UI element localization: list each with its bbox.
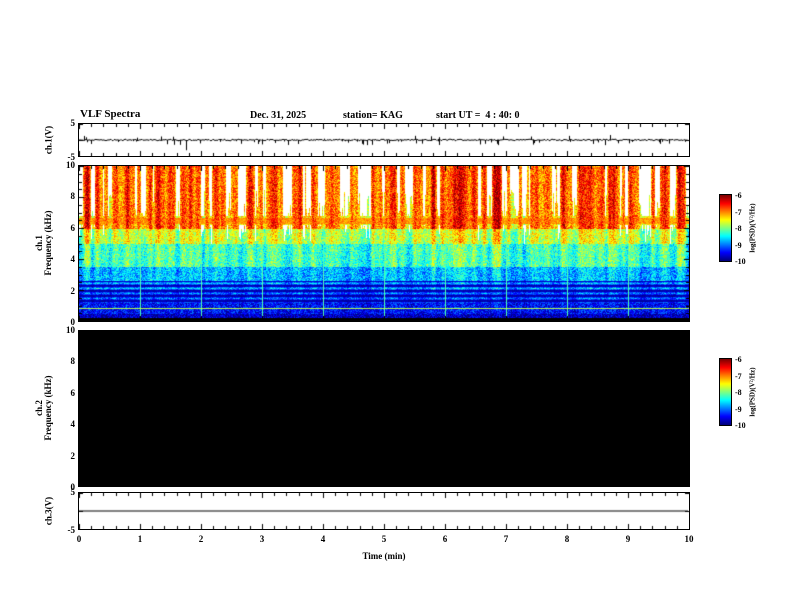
x-axis-label: Time (min): [362, 551, 406, 561]
tick-label: 2: [198, 534, 204, 544]
tick-label: 5: [381, 534, 387, 544]
tick-label: -10: [735, 257, 746, 266]
ch2-colorbar: [719, 358, 732, 426]
ch1-spectrogram-canvas: [79, 166, 689, 321]
ch3-waveform-panel: [78, 492, 690, 530]
ch2-spectrogram-canvas: [79, 331, 689, 486]
tick-label: 4: [70, 419, 76, 429]
tick-label: -8: [735, 388, 742, 397]
tick-label: -6: [735, 191, 742, 200]
tick-label: -7: [735, 372, 742, 381]
ch3-waveform-canvas: [79, 493, 689, 529]
ch1-waveform-panel: [78, 123, 690, 157]
tick-label: 0: [76, 534, 82, 544]
start-ut-label: start UT = 4 : 40: 0: [436, 110, 520, 121]
tick-label: 6: [442, 534, 448, 544]
tick-label: 1: [137, 534, 143, 544]
tick-label: 8: [70, 356, 76, 366]
ch3-voltage-axis-label: ch.3(V): [43, 496, 54, 526]
tick-label: 9: [625, 534, 631, 544]
tick-label: -9: [735, 405, 742, 414]
ch2-colorbar-label: log(PSD)(V²/Hz): [748, 367, 757, 417]
tick-label: 8: [70, 191, 76, 201]
ch1-frequency-axis-label: ch.1 Frequency (kHz): [34, 210, 53, 276]
station-label: station= KAG: [343, 110, 403, 121]
tick-label: -5: [67, 152, 76, 162]
ch1-colorbar-label: log(PSD)(V²/Hz): [748, 203, 757, 253]
tick-label: 2: [70, 451, 76, 461]
tick-label: 8: [564, 534, 570, 544]
ch1-voltage-axis-label: ch.1(V): [43, 125, 54, 155]
ch1-frequency-text: Frequency (kHz): [43, 210, 53, 276]
ch2-frequency-text: Frequency (kHz): [43, 375, 53, 441]
date-label: Dec. 31, 2025: [250, 110, 307, 121]
tick-label: 10: [66, 325, 75, 335]
ch2-spectrogram-panel: [78, 330, 690, 487]
tick-label: 7: [503, 534, 509, 544]
tick-label: 6: [70, 223, 76, 233]
tick-label: 5: [70, 487, 76, 497]
ch1-colorbar: [719, 194, 732, 262]
ch2-colorbar-canvas: [720, 359, 731, 425]
ch1-colorbar-canvas: [720, 195, 731, 261]
ch1-waveform-canvas: [79, 124, 689, 156]
tick-label: 4: [320, 534, 326, 544]
tick-label: 4: [70, 254, 76, 264]
tick-label: 10: [66, 160, 75, 170]
tick-label: -8: [735, 224, 742, 233]
tick-label: 3: [259, 534, 265, 544]
tick-label: 2: [70, 286, 76, 296]
tick-label: -10: [735, 421, 746, 430]
tick-label: -7: [735, 208, 742, 217]
tick-label: -5: [67, 525, 76, 535]
tick-label: -9: [735, 241, 742, 250]
ch1-spectrogram-panel: [78, 165, 690, 322]
figure-title: VLF Spectra: [80, 108, 141, 120]
tick-label: 10: [684, 534, 694, 544]
tick-label: -6: [735, 355, 742, 364]
tick-label: 5: [70, 118, 76, 128]
tick-label: 6: [70, 388, 76, 398]
ch2-frequency-axis-label: ch.2 Frequency (kHz): [34, 375, 53, 441]
tick-label: 0: [70, 317, 76, 327]
tick-label: 0: [70, 482, 76, 492]
